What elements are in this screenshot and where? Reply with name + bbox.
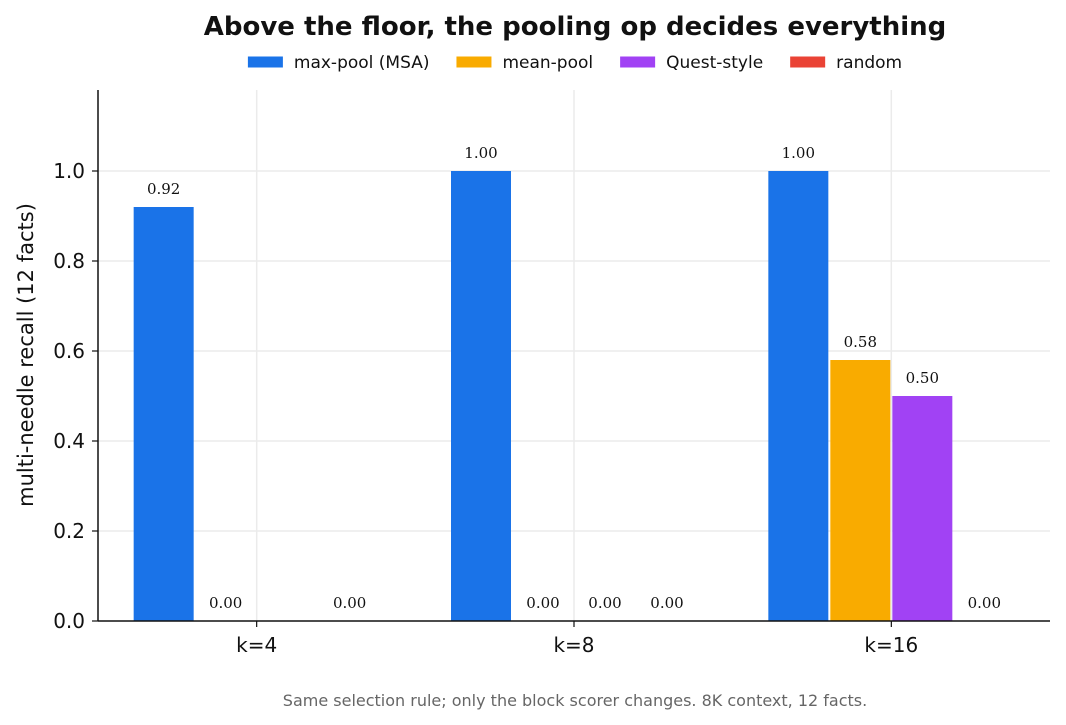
x-tick-label-k-4: k=4 — [236, 633, 277, 657]
legend-label: random — [836, 53, 902, 73]
y-tick-label: 0.6 — [53, 339, 85, 363]
x-tick-label-k-16: k=16 — [864, 633, 918, 657]
y-axis-label: multi-needle recall (12 facts) — [14, 203, 38, 507]
legend-swatch — [247, 56, 283, 68]
bar-max-pool-msa-k-4 — [133, 207, 194, 621]
bars — [133, 171, 953, 621]
data-label-max-pool-msa-k-8: 1.00 — [464, 144, 497, 162]
y-tick-label: 0.8 — [53, 249, 85, 273]
x-tick-label-k-8: k=8 — [553, 633, 594, 657]
data-label-quest-style-k-8: 0.00 — [588, 594, 621, 612]
y-tick-label: 0.4 — [53, 429, 85, 453]
legend-swatch — [620, 56, 656, 68]
data-label-random-k-4: 0.00 — [333, 594, 366, 612]
y-ticks: 0.0 0.2 0.4 0.6 0.8 1.0 — [53, 159, 98, 633]
x-ticks: k=4 k=8 k=16 — [236, 621, 918, 657]
data-label-random-k-16: 0.00 — [968, 594, 1001, 612]
data-label-max-pool-msa-k-4: 0.92 — [147, 180, 180, 198]
legend: max-pool (MSA) mean-pool Quest-style random — [247, 53, 902, 73]
data-label-quest-style-k-16: 0.50 — [906, 369, 939, 387]
data-label-mean-pool-k-16: 0.58 — [844, 333, 877, 351]
bar-max-pool-msa-k-8 — [451, 171, 511, 621]
bar-mean-pool-k-16 — [830, 360, 891, 621]
data-label-max-pool-msa-k-16: 1.00 — [782, 144, 815, 162]
data-labels: 0.92 0.00 0.00 1.00 0.00 0.00 0.00 1.00 0.58 0.50… — [147, 144, 1001, 612]
data-label-mean-pool-k-4: 0.00 — [209, 594, 242, 612]
data-label-random-k-8: 0.00 — [650, 594, 683, 612]
y-tick-label: 1.0 — [53, 159, 85, 183]
legend-item-random: random — [790, 53, 902, 73]
legend-label: Quest-style — [666, 53, 763, 73]
legend-item-max-pool-msa: max-pool (MSA) — [247, 53, 430, 73]
legend-label: mean-pool — [502, 53, 593, 73]
bar-max-pool-msa-k-16 — [768, 171, 829, 621]
legend-swatch — [456, 56, 492, 68]
legend-swatch — [790, 56, 826, 68]
data-label-mean-pool-k-8: 0.00 — [526, 594, 559, 612]
y-tick-label: 0.2 — [53, 519, 85, 543]
legend-item-quest-style: Quest-style — [620, 53, 763, 73]
bar-quest-style-k-16 — [892, 396, 953, 621]
legend-label: max-pool (MSA) — [294, 53, 430, 73]
legend-item-mean-pool: mean-pool — [456, 53, 593, 73]
caption: Same selection rule; only the block scor… — [283, 691, 867, 710]
y-tick-label: 0.0 — [53, 609, 85, 633]
chart-title: Above the floor, the pooling op decides … — [204, 12, 947, 42]
gridlines — [98, 90, 1050, 621]
